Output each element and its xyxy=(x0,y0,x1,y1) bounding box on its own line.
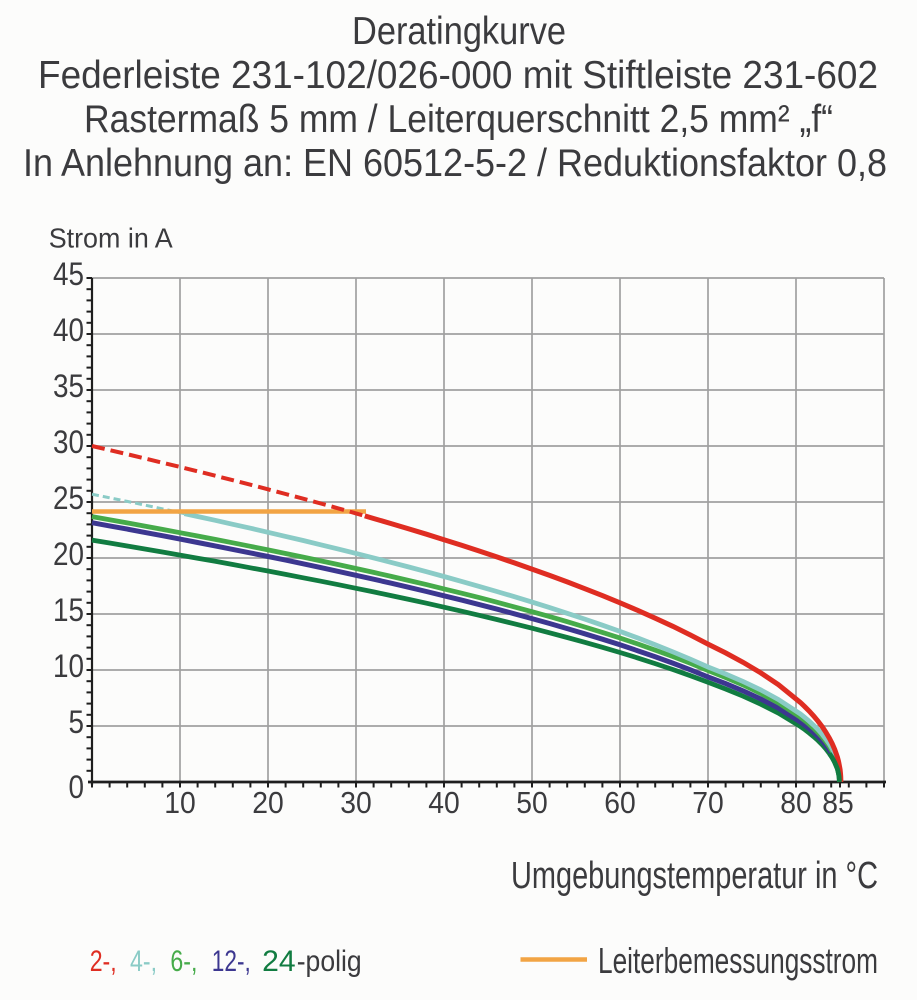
svg-text:85: 85 xyxy=(822,785,854,820)
svg-text:40: 40 xyxy=(53,312,84,348)
svg-text:Leiterbemessungsstrom: Leiterbemessungsstrom xyxy=(598,940,878,981)
svg-text:24: 24 xyxy=(262,945,296,978)
svg-text:70: 70 xyxy=(692,785,724,820)
svg-text:60: 60 xyxy=(604,785,636,820)
svg-text:20: 20 xyxy=(252,785,284,820)
svg-text:Rastermaß 5 mm / Leiterquersch: Rastermaß 5 mm / Leiterquerschnitt 2,5 m… xyxy=(84,98,833,141)
svg-text:4-,: 4-, xyxy=(130,945,157,978)
svg-text:Strom in A: Strom in A xyxy=(49,223,173,254)
svg-text:35: 35 xyxy=(53,368,84,404)
svg-text:30: 30 xyxy=(53,424,84,460)
svg-text:20: 20 xyxy=(53,536,84,572)
svg-text:2-,: 2-, xyxy=(90,945,117,978)
svg-text:30: 30 xyxy=(340,785,372,820)
svg-text:12-,: 12-, xyxy=(212,945,251,978)
svg-text:10: 10 xyxy=(164,785,196,820)
svg-text:45: 45 xyxy=(53,256,84,292)
svg-text:15: 15 xyxy=(53,592,84,628)
svg-text:10: 10 xyxy=(53,648,84,684)
svg-text:Federleiste 231-102/026-000 mi: Federleiste 231-102/026-000 mit Stiftlei… xyxy=(38,54,878,97)
svg-text:Deratingkurve: Deratingkurve xyxy=(352,10,566,53)
svg-text:0: 0 xyxy=(69,769,85,805)
svg-text:Umgebungstemperatur in °C: Umgebungstemperatur in °C xyxy=(511,855,878,897)
svg-text:6-,: 6-, xyxy=(170,945,197,978)
svg-text:40: 40 xyxy=(428,785,460,820)
svg-text:80: 80 xyxy=(780,785,812,820)
svg-text:5: 5 xyxy=(69,704,85,740)
svg-text:25: 25 xyxy=(53,480,84,516)
svg-text:In Anlehnung an: EN 60512-5-2: In Anlehnung an: EN 60512-5-2 / Reduktio… xyxy=(23,142,887,185)
svg-text:-polig: -polig xyxy=(297,945,362,978)
svg-text:50: 50 xyxy=(516,785,548,820)
